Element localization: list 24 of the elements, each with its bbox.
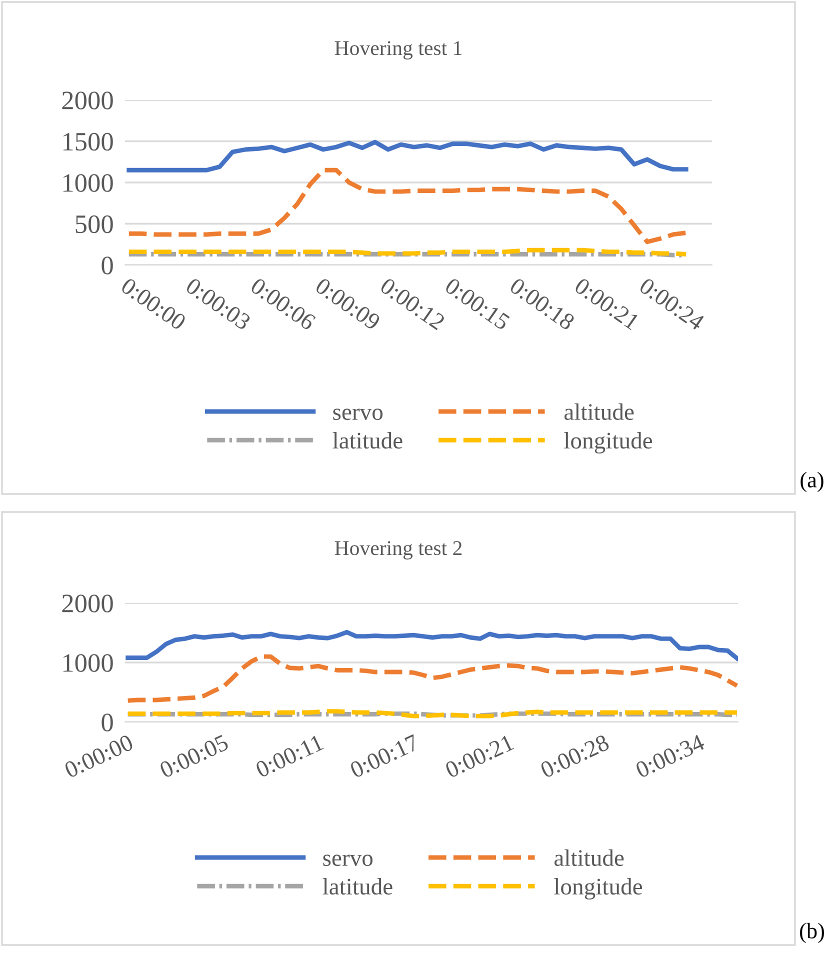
y-tick-label: 2000 (62, 92, 113, 110)
line-series (126, 140, 688, 172)
legend-label: servo (333, 408, 383, 420)
line-series (126, 168, 688, 244)
line-series (126, 654, 738, 703)
legend-label: latitude (332, 432, 402, 449)
y-tick-label: 1500 (63, 132, 113, 151)
chart-title: Hovering test 2 (334, 541, 462, 560)
y-tick-label: 0 (102, 714, 113, 732)
legend-label: servo (323, 854, 373, 866)
text: (b) (800, 922, 824, 943)
y-tick-label: 2000 (62, 594, 113, 612)
legend-label: altitude (564, 403, 634, 420)
legend-label: longitude (554, 878, 642, 900)
y-tick-label: 0 (102, 256, 113, 274)
legend-label: longitude (564, 432, 652, 454)
y-tick-label: 500 (76, 215, 113, 234)
legend-label: altitude (554, 849, 624, 866)
y-tick-label: 1000 (63, 654, 113, 672)
y-tick-label: 1000 (63, 174, 113, 192)
legend-label: latitude (322, 878, 392, 895)
text: (a) (800, 472, 824, 492)
line-series (126, 630, 738, 661)
chart-title: Hovering test 1 (334, 41, 462, 60)
